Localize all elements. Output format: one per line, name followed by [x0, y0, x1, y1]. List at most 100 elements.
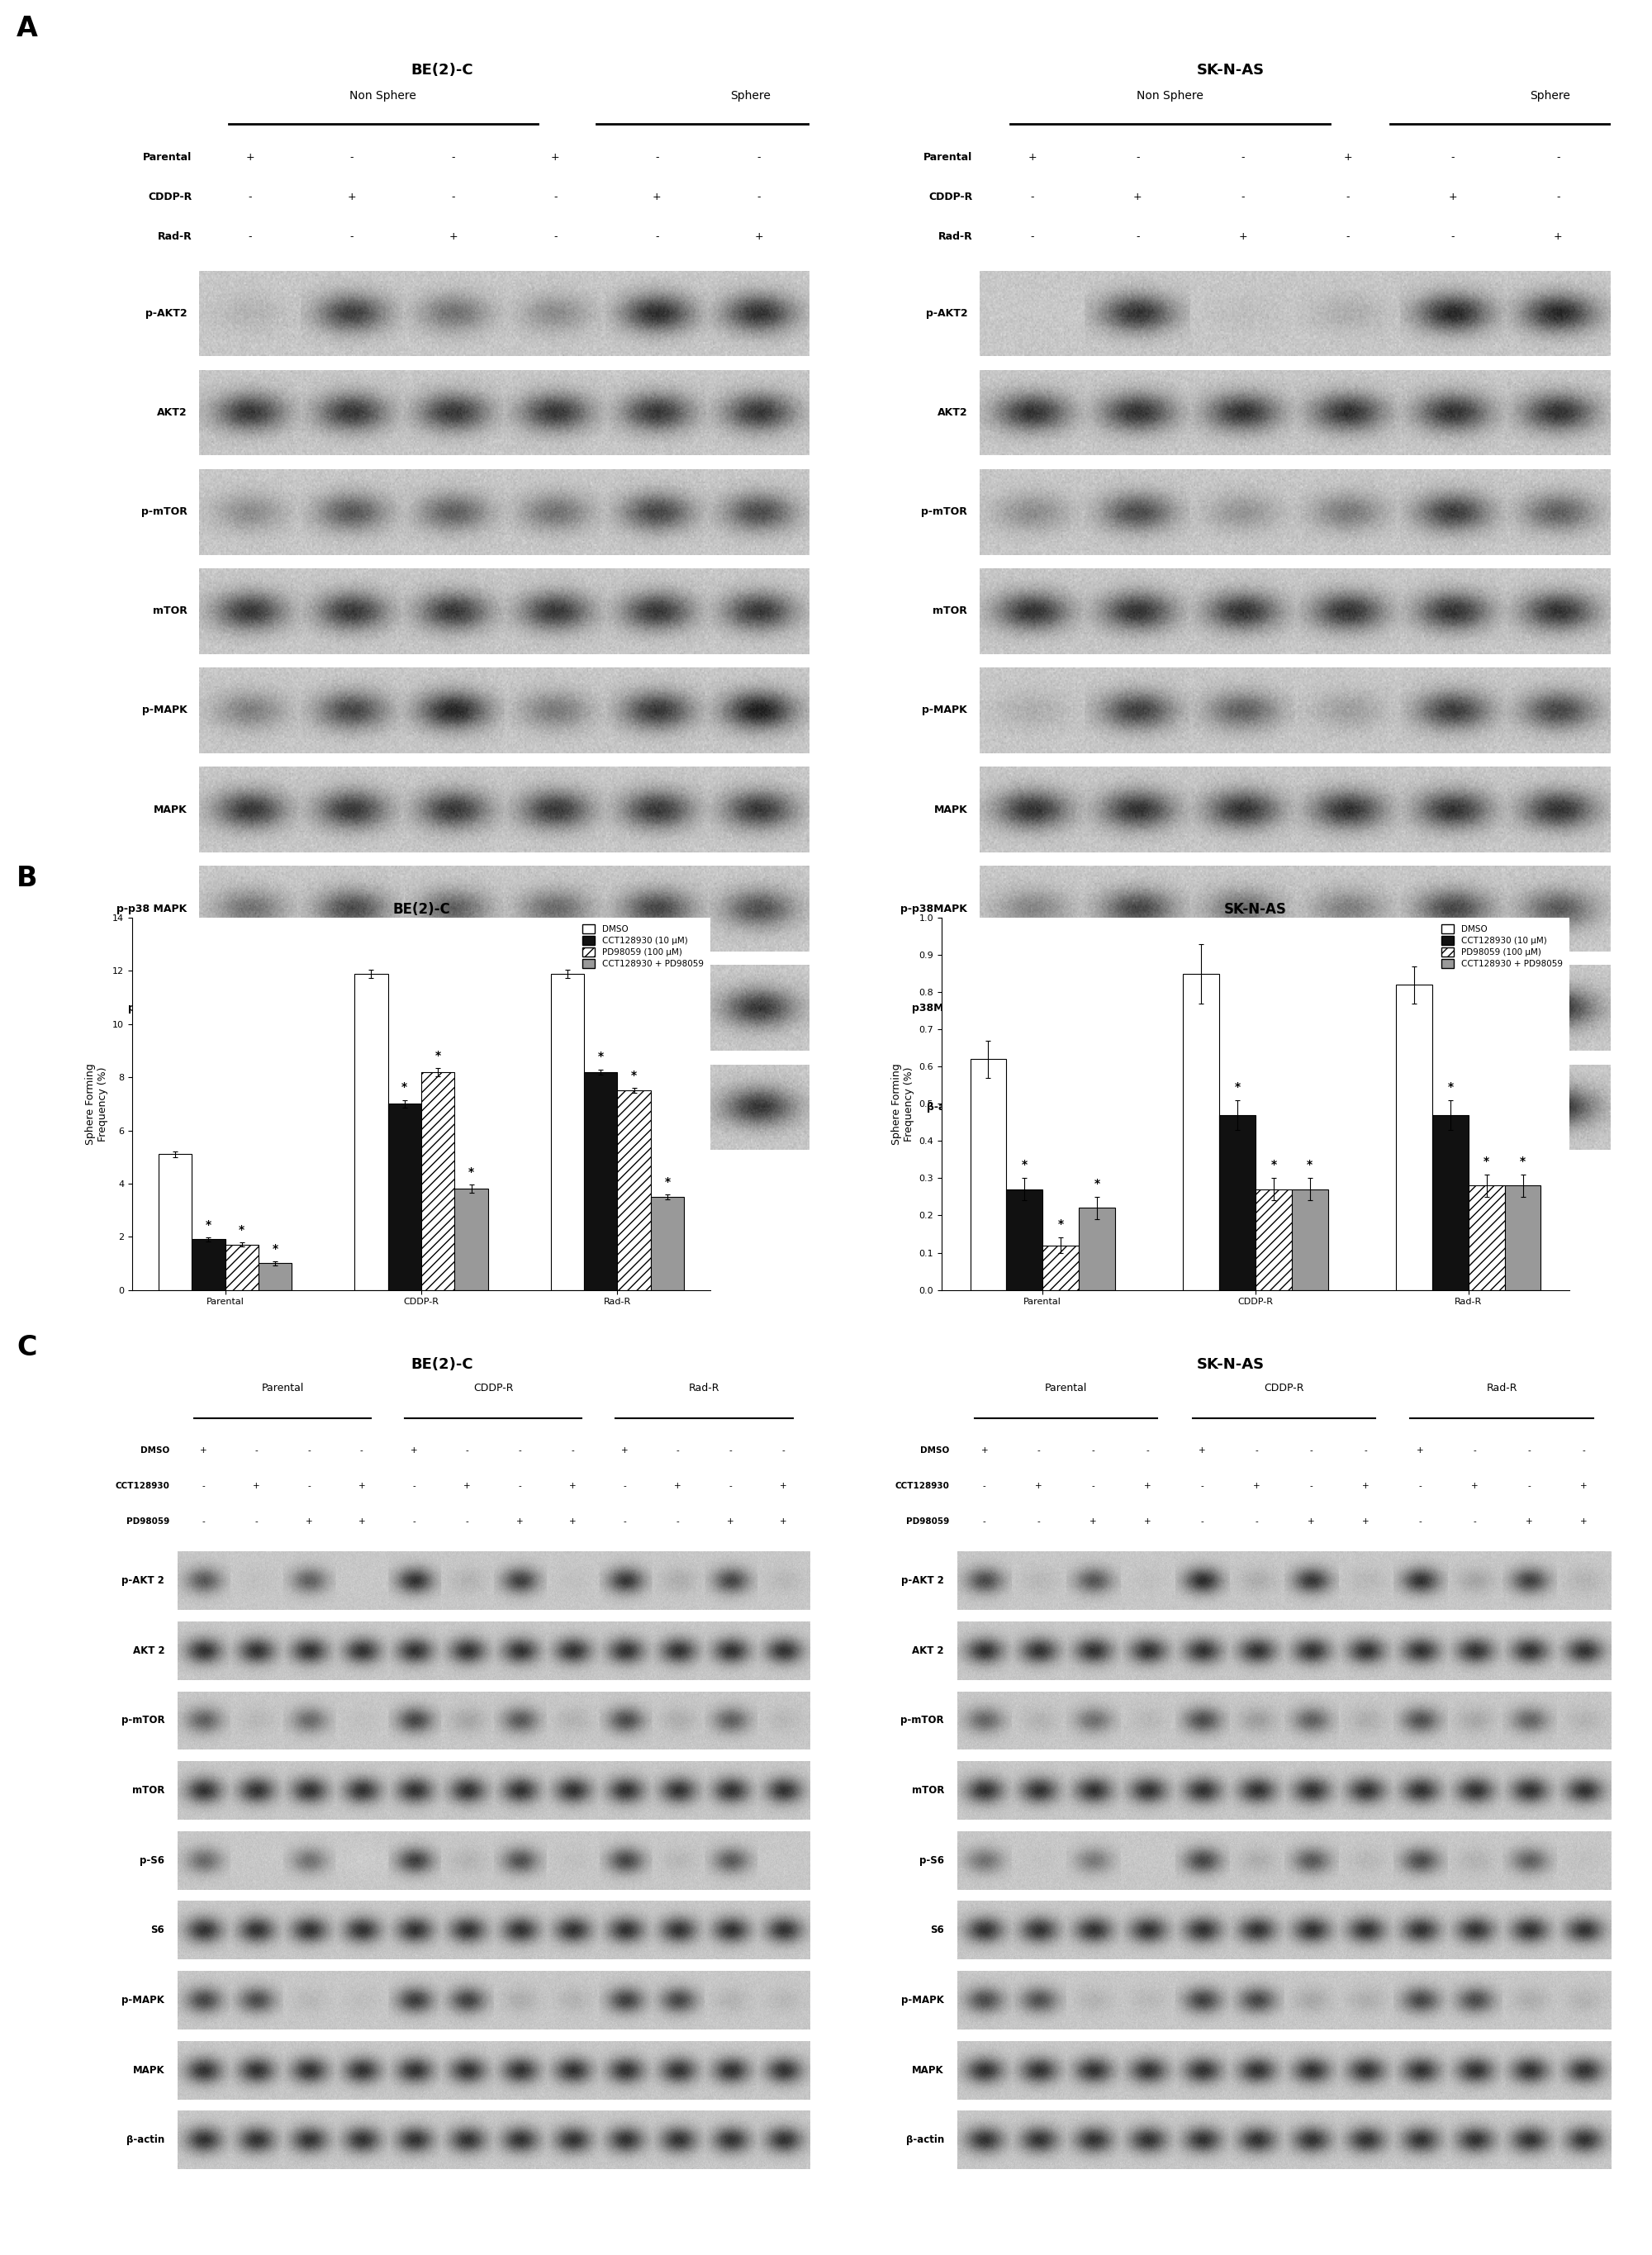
Text: p38 MAPK: p38 MAPK [129, 1003, 187, 1012]
Text: -: - [676, 1448, 679, 1454]
Text: *: * [1520, 1155, 1526, 1168]
Text: -: - [1256, 1448, 1259, 1454]
Text: -: - [248, 192, 253, 203]
Title: SK-N-AS: SK-N-AS [1224, 902, 1287, 916]
Legend: DMSO, CCT128930 (10 μM), PD98059 (100 μM), CCT128930 + PD98059: DMSO, CCT128930 (10 μM), PD98059 (100 μM… [1439, 922, 1564, 972]
Text: -: - [1474, 1518, 1477, 1524]
Text: *: * [468, 1166, 474, 1177]
Text: -: - [1201, 1482, 1204, 1491]
Text: -: - [248, 232, 253, 241]
Text: *: * [205, 1220, 211, 1231]
Text: DMSO: DMSO [140, 1448, 170, 1454]
Text: -: - [1137, 232, 1140, 241]
Bar [388, 1105, 421, 1290]
Text: +: + [1145, 1518, 1151, 1524]
Text: *: * [240, 1224, 244, 1236]
Text: -: - [1365, 1448, 1368, 1454]
Text: -: - [729, 1482, 732, 1491]
Text: -: - [1037, 1518, 1041, 1524]
Text: MAPK: MAPK [132, 2066, 165, 2075]
Text: p-AKT 2: p-AKT 2 [902, 1576, 943, 1585]
Text: p-mTOR: p-mTOR [900, 1716, 943, 1725]
Bar [1042, 1245, 1079, 1290]
Bar [585, 1071, 618, 1290]
Text: +: + [550, 153, 560, 162]
Text: Parental: Parental [923, 153, 973, 162]
Text: mTOR: mTOR [933, 607, 968, 616]
Text: +: + [358, 1518, 365, 1524]
Text: BE(2)-C: BE(2)-C [411, 63, 472, 77]
Text: +: + [568, 1518, 577, 1524]
Text: p-MAPK: p-MAPK [902, 1996, 943, 2005]
Text: β-actin: β-actin [927, 1103, 968, 1112]
Text: -: - [1146, 1448, 1150, 1454]
Text: CDDP-R: CDDP-R [149, 192, 192, 203]
Text: Rad-R: Rad-R [1487, 1382, 1517, 1394]
Text: +: + [727, 1518, 733, 1524]
Text: p-S6: p-S6 [140, 1856, 165, 1865]
Text: +: + [306, 1518, 312, 1524]
Text: -: - [466, 1448, 469, 1454]
Text: -: - [1419, 1482, 1422, 1491]
Text: +: + [755, 232, 763, 241]
Text: *: * [598, 1051, 603, 1062]
Text: -: - [553, 232, 557, 241]
Text: +: + [1343, 153, 1353, 162]
Text: -: - [1092, 1448, 1095, 1454]
Bar [454, 1188, 487, 1290]
Text: *: * [273, 1243, 278, 1254]
Text: CCT128930: CCT128930 [895, 1482, 950, 1491]
Legend: DMSO, CCT128930 (10 μM), PD98059 (100 μM), CCT128930 + PD98059: DMSO, CCT128930 (10 μM), PD98059 (100 μM… [580, 922, 705, 972]
Text: -: - [413, 1518, 416, 1524]
Text: +: + [200, 1448, 206, 1454]
Text: +: + [568, 1482, 577, 1491]
Text: p-mTOR: p-mTOR [140, 507, 187, 516]
Text: +: + [347, 192, 357, 203]
Text: p-AKT2: p-AKT2 [145, 309, 187, 318]
Text: -: - [1583, 1448, 1584, 1454]
Text: +: + [1239, 232, 1247, 241]
Text: *: * [1270, 1159, 1277, 1170]
Text: +: + [674, 1482, 681, 1491]
Text: mTOR: mTOR [152, 607, 187, 616]
Text: +: + [1254, 1482, 1260, 1491]
Text: p-p38MAPK: p-p38MAPK [900, 904, 968, 913]
Text: +: + [464, 1482, 471, 1491]
Text: Parental: Parental [144, 153, 192, 162]
Text: -: - [553, 192, 557, 203]
Text: -: - [1450, 153, 1455, 162]
Text: +: + [1449, 192, 1457, 203]
Text: -: - [1092, 1482, 1095, 1491]
Y-axis label: Sphere Forming
Frequency (%): Sphere Forming Frequency (%) [84, 1062, 107, 1146]
Text: -: - [254, 1518, 258, 1524]
Text: -: - [623, 1482, 626, 1491]
Text: SK-N-AS: SK-N-AS [1196, 63, 1265, 77]
Text: A: A [17, 14, 38, 43]
Text: CDDP-R: CDDP-R [928, 192, 973, 203]
Text: -: - [519, 1448, 522, 1454]
Bar [618, 1091, 651, 1290]
Text: MAPK: MAPK [912, 2066, 943, 2075]
Bar [550, 974, 585, 1290]
Text: *: * [1483, 1155, 1490, 1168]
Bar [1432, 1114, 1469, 1290]
Text: +: + [246, 153, 254, 162]
Text: +: + [1028, 153, 1037, 162]
Text: p-mTOR: p-mTOR [121, 1716, 165, 1725]
Bar [651, 1197, 684, 1290]
Text: *: * [1447, 1080, 1454, 1094]
Text: Rad-R: Rad-R [157, 232, 192, 241]
Bar [1396, 985, 1432, 1290]
Text: +: + [981, 1448, 988, 1454]
Text: +: + [1090, 1518, 1097, 1524]
Text: p-MAPK: p-MAPK [142, 706, 187, 715]
Bar [421, 1071, 454, 1290]
Text: *: * [401, 1082, 408, 1094]
Text: Sphere: Sphere [730, 90, 771, 101]
Text: +: + [449, 232, 458, 241]
Text: -: - [350, 232, 354, 241]
Text: +: + [358, 1482, 365, 1491]
Text: AKT 2: AKT 2 [132, 1646, 165, 1655]
Text: PD98059: PD98059 [907, 1518, 950, 1524]
Text: Parental: Parental [1044, 1382, 1087, 1394]
